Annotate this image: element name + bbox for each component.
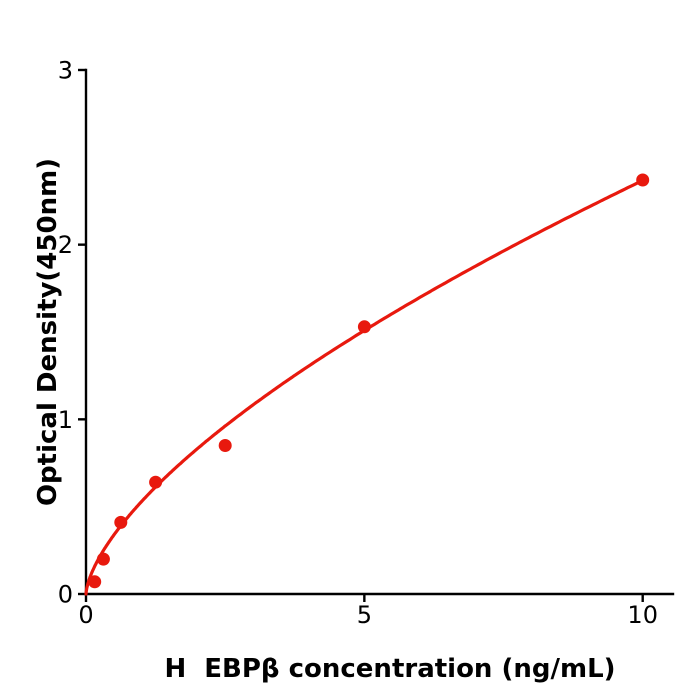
- fit-curve: [84, 178, 645, 596]
- data-point: [114, 515, 128, 529]
- data-point: [149, 475, 163, 489]
- x-tick-label: 10: [627, 601, 658, 629]
- y-tick-label: 1: [58, 406, 73, 434]
- y-tick-label: 3: [58, 56, 73, 84]
- x-tick-label: 0: [78, 601, 93, 629]
- y-axis-title: Optical Density(450nm): [33, 158, 63, 506]
- data-point: [357, 320, 371, 334]
- y-tick-label: 2: [58, 231, 73, 259]
- y-tick-label: 0: [58, 581, 73, 609]
- x-tick-label: 5: [357, 601, 372, 629]
- data-point: [636, 173, 650, 187]
- plot-area: 0 5 10 0 1 2 3: [58, 56, 675, 629]
- data-point: [218, 439, 232, 452]
- data-point: [88, 575, 102, 589]
- data-point: [96, 552, 110, 566]
- x-axis-title: H EBPβ concentration (ng/mL): [164, 654, 615, 684]
